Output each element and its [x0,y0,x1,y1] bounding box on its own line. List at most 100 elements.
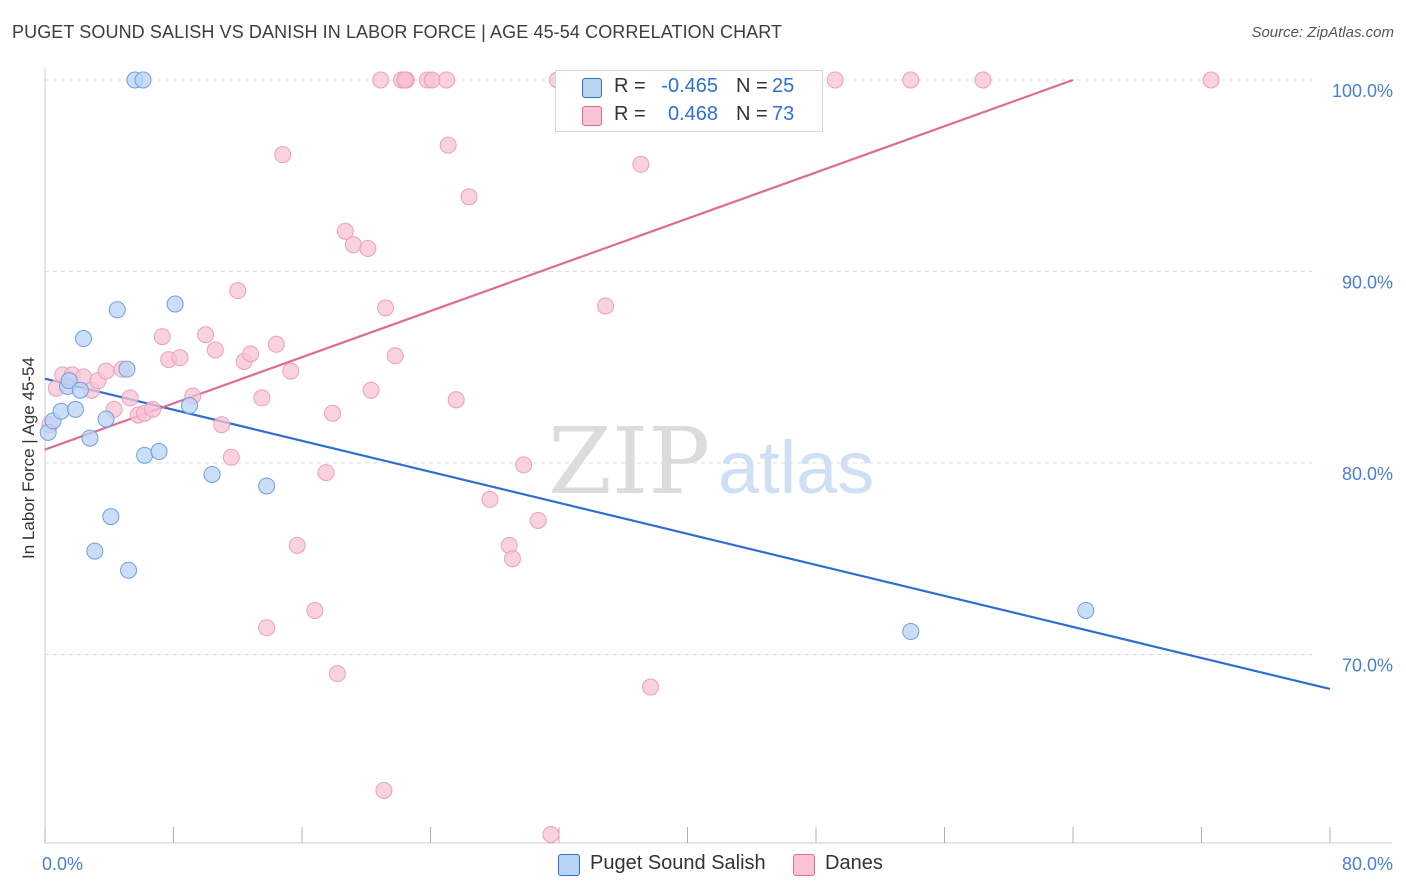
point-danes [542,826,560,844]
point-salish [902,623,920,641]
point-danes [377,299,395,317]
trend-line-salish [44,377,1331,691]
point-danes [447,391,465,409]
point-salish [60,372,78,390]
y-tick-label: 80.0% [1342,464,1393,484]
point-danes [171,349,189,367]
point-danes [97,362,115,380]
r-label: R = [614,103,646,125]
n-value: 73 [772,103,795,125]
point-danes [274,146,292,164]
point-danes [423,71,441,89]
n-value: 25 [772,75,795,97]
trend-lines [44,78,1331,691]
y-axis-label: In Labor Force | Age 45-54 [19,357,38,559]
point-danes [362,381,380,399]
point-danes [439,136,457,154]
salish-swatch [582,78,602,98]
point-salish [120,561,138,579]
point-danes [375,781,393,799]
legend-row-danes: R = 0.468 N = 73 [556,101,822,129]
point-danes [438,71,456,89]
point-danes [481,490,499,508]
watermark-zip: ZIP [548,408,710,515]
point-danes [396,71,414,89]
watermark: ZIP atlas [548,408,874,515]
point-danes [336,222,354,240]
point-danes [503,550,521,568]
point-salish [1077,601,1095,619]
point-danes [1202,71,1220,89]
r-label: R = [614,75,646,97]
trend-line-danes [44,78,1074,451]
point-salish [181,397,199,415]
point-danes [253,389,271,407]
point-danes [258,619,276,637]
salish-swatch [558,854,580,876]
point-danes [206,341,224,359]
point-danes [974,71,992,89]
legend-row-salish: R = -0.465 N = 25 [556,73,822,101]
point-danes [213,416,231,434]
point-danes [222,448,240,466]
y-tick-labels: 70.0% 80.0% 90.0% 100.0% [1332,81,1393,676]
point-salish [166,295,184,313]
point-salish [136,446,154,464]
point-danes [267,335,285,353]
legend-label: Puget Sound Salish [590,852,766,874]
point-salish [134,71,152,89]
r-value: 0.468 [667,103,718,125]
point-salish [97,410,115,428]
danes-swatch [582,106,602,126]
point-salish [203,465,221,483]
point-danes [460,188,478,206]
x-tick-labels: 0.0% 80.0% [42,854,1393,874]
x-tick-label: 80.0% [1342,854,1393,874]
point-danes [288,536,306,554]
x-tick-label: 0.0% [42,854,83,874]
point-danes [153,328,171,346]
point-danes [306,601,324,619]
point-danes [328,665,346,683]
point-danes [826,71,844,89]
point-danes [632,155,650,173]
point-danes [344,236,362,254]
chart-title: PUGET SOUND SALISH VS DANISH IN LABOR FO… [12,22,783,42]
point-danes [359,240,377,258]
y-tick-label: 70.0% [1342,656,1393,676]
point-danes [324,404,342,422]
point-salish [86,542,104,560]
point-salish [258,477,276,495]
data-points [39,71,1220,844]
point-danes [197,326,215,344]
r-value: -0.465 [661,75,718,97]
point-danes [121,389,139,407]
point-danes [282,362,300,380]
point-salish [75,330,93,348]
danes-swatch [793,854,815,876]
n-label: N = [736,75,768,97]
watermark-atlas: atlas [718,426,874,509]
point-danes [372,71,390,89]
point-salish [150,443,168,461]
n-label: N = [736,103,768,125]
correlation-legend: R = -0.465 N = 25 R = 0.468 N = 73 [555,70,823,132]
point-salish [108,301,126,319]
legend-label: Danes [825,852,883,874]
point-salish [71,381,89,399]
y-tick-label: 100.0% [1332,81,1393,101]
point-danes [386,347,404,365]
point-danes [229,282,247,300]
point-danes [597,297,615,315]
source-credit: Source: ZipAtlas.com [1251,24,1394,41]
point-danes [902,71,920,89]
gridlines [45,79,1312,655]
point-salish [67,400,85,418]
point-danes [529,511,547,529]
y-tick-label: 90.0% [1342,273,1393,293]
point-danes [642,678,660,696]
point-salish [102,508,120,526]
point-salish [52,402,70,420]
point-danes [242,345,260,363]
